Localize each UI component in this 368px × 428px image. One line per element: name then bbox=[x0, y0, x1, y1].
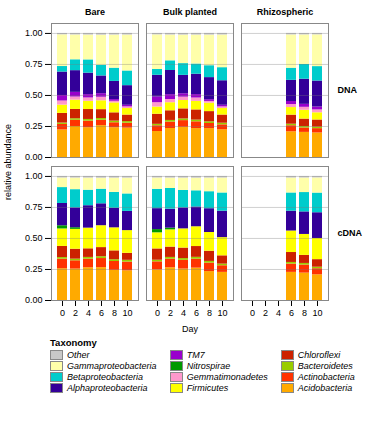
svg-text:Rhizospheric: Rhizospheric bbox=[257, 7, 314, 17]
html-text:Other: Other bbox=[67, 350, 90, 360]
svg-text:2: 2 bbox=[263, 308, 268, 318]
svg-text:DNA: DNA bbox=[338, 85, 358, 95]
svg-text:relative abundance: relative abundance bbox=[3, 124, 13, 200]
html-text:Acidobacteria: Acidobacteria bbox=[297, 383, 353, 393]
svg-text:4: 4 bbox=[86, 308, 91, 318]
svg-text:Bulk planted: Bulk planted bbox=[163, 7, 217, 17]
html-text:Betaproteobacteria: Betaproteobacteria bbox=[67, 372, 144, 382]
html-text:Bacteroidetes: Bacteroidetes bbox=[297, 361, 353, 371]
html-text:Gammaproteobacteria: Gammaproteobacteria bbox=[67, 361, 157, 371]
svg-text:2: 2 bbox=[168, 308, 173, 318]
svg-text:6: 6 bbox=[194, 308, 199, 318]
svg-text:0.00: 0.00 bbox=[25, 295, 43, 305]
svg-text:0.50: 0.50 bbox=[25, 90, 43, 100]
svg-text:0.75: 0.75 bbox=[25, 59, 43, 69]
html-text:Actinobacteria: Actinobacteria bbox=[297, 372, 355, 382]
html-text:TM7: TM7 bbox=[186, 350, 205, 360]
html-text:Gemmatimonadetes: Gemmatimonadetes bbox=[186, 372, 268, 382]
svg-text:8: 8 bbox=[207, 308, 212, 318]
svg-text:cDNA: cDNA bbox=[338, 228, 363, 238]
svg-text:0.75: 0.75 bbox=[25, 202, 43, 212]
svg-text:2: 2 bbox=[73, 308, 78, 318]
html-text:Alphaproteobacteria: Alphaproteobacteria bbox=[67, 383, 148, 393]
svg-text:1.00: 1.00 bbox=[25, 171, 43, 181]
svg-text:0: 0 bbox=[60, 308, 65, 318]
svg-text:0.25: 0.25 bbox=[25, 264, 43, 274]
svg-text:4: 4 bbox=[181, 308, 186, 318]
svg-text:0.25: 0.25 bbox=[25, 121, 43, 131]
svg-text:Bare: Bare bbox=[85, 7, 105, 17]
svg-text:4: 4 bbox=[276, 308, 281, 318]
svg-text:8: 8 bbox=[112, 308, 117, 318]
svg-text:10: 10 bbox=[122, 308, 132, 318]
svg-text:10: 10 bbox=[217, 308, 227, 318]
svg-text:10: 10 bbox=[312, 308, 322, 318]
svg-text:1.00: 1.00 bbox=[25, 28, 43, 38]
svg-text:6: 6 bbox=[99, 308, 104, 318]
html-text:Nitrospirae: Nitrospirae bbox=[186, 361, 231, 371]
svg-text:8: 8 bbox=[302, 308, 307, 318]
html-text:Chloroflexi: Chloroflexi bbox=[297, 350, 341, 360]
svg-text:0.00: 0.00 bbox=[25, 152, 43, 162]
html-text:Firmicutes: Firmicutes bbox=[186, 383, 229, 393]
svg-text:6: 6 bbox=[289, 308, 294, 318]
svg-text:0: 0 bbox=[155, 308, 160, 318]
svg-text:0: 0 bbox=[250, 308, 255, 318]
html-text:Taxonomy: Taxonomy bbox=[50, 337, 97, 348]
svg-text:0.50: 0.50 bbox=[25, 233, 43, 243]
svg-text:Day: Day bbox=[182, 324, 199, 334]
